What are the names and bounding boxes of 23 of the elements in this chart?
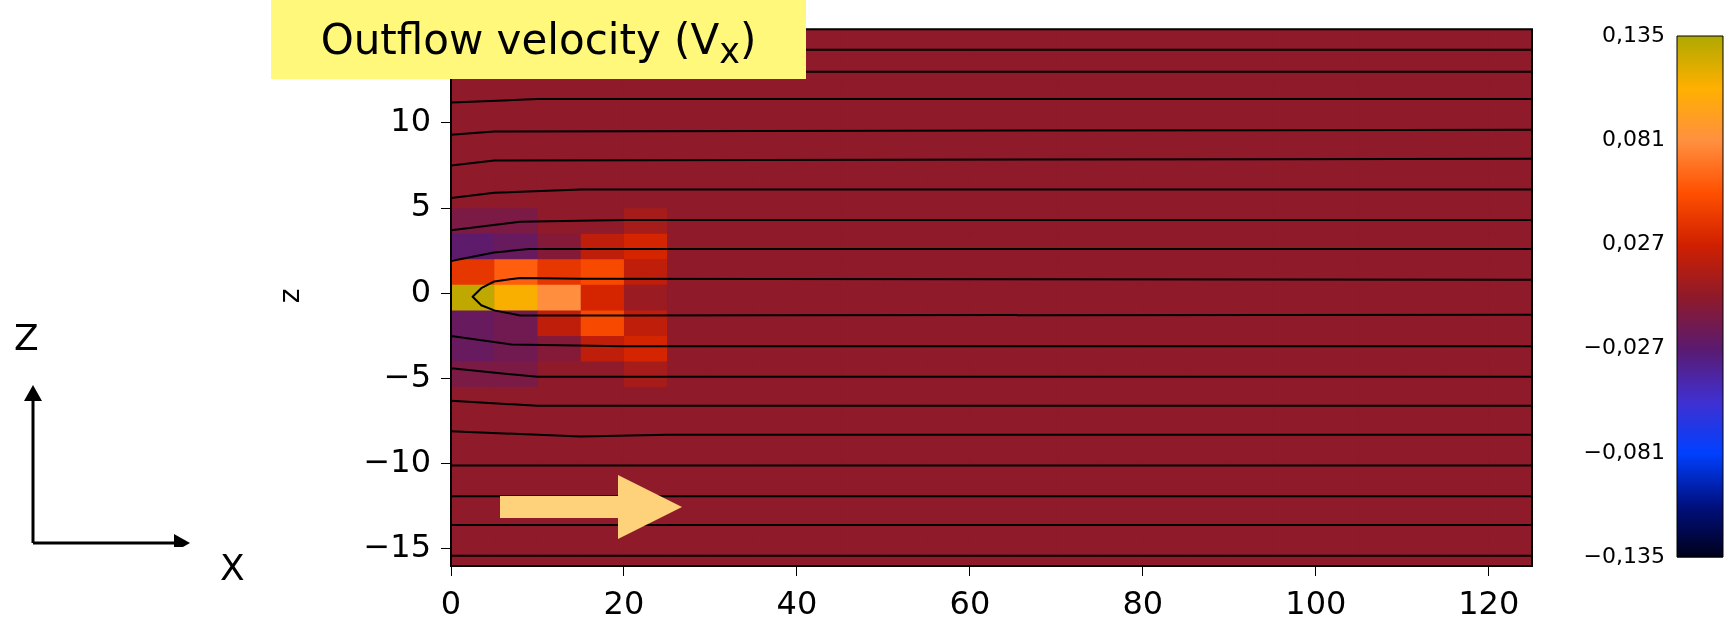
color-bar-label: −0,027 <box>1583 334 1665 360</box>
x-tick-label: 80 <box>1122 583 1164 622</box>
y-tick-label: −5 <box>383 356 431 395</box>
y-tick-label: −10 <box>363 442 431 481</box>
chart-title: Outflow velocity (V$_{x}$) <box>271 0 806 79</box>
y-axis-title: z <box>272 287 307 306</box>
color-bar-label: 0,027 <box>1602 230 1665 256</box>
y-tick-label: 10 <box>390 101 431 140</box>
x-tick-label: 20 <box>603 583 645 622</box>
color-bar-label: −0,081 <box>1583 438 1665 464</box>
x-tick-label: 60 <box>949 583 991 622</box>
color-bar-label: 0,081 <box>1602 125 1665 151</box>
x-tick-label: 40 <box>776 583 818 622</box>
y-tick-label: 5 <box>410 186 431 225</box>
x-tick-label: 0 <box>440 583 462 622</box>
y-tick-label: 0 <box>410 271 431 310</box>
color-bar-label: 0,135 <box>1602 21 1665 47</box>
color-bar-label: −0,135 <box>1583 542 1665 568</box>
text: Z <box>14 317 39 358</box>
text: X <box>220 547 245 588</box>
x-tick-label: 120 <box>1458 583 1520 622</box>
y-tick-label: −15 <box>363 527 431 566</box>
x-tick-label: 100 <box>1285 583 1347 622</box>
